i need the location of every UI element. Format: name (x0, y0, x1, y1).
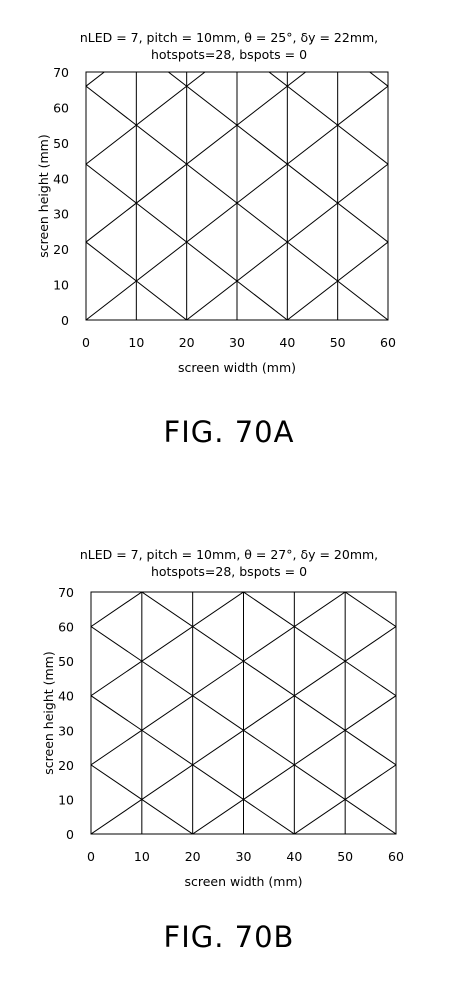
x-tick-label: 60 (380, 335, 396, 350)
diagonal-ray (86, 0, 388, 8)
y-tick-label: 40 (58, 689, 74, 704)
y-axis-label: screen height (mm) (41, 651, 56, 774)
y-tick-label: 10 (58, 792, 74, 807)
plot-svg: 0 10 20 30 40 50 60 0 10 20 30 40 50 60 70 screen width… (0, 520, 458, 988)
diagonal-ray (91, 972, 396, 988)
y-tick-label: 50 (58, 654, 74, 669)
x-tick-label: 30 (229, 335, 245, 350)
figure-caption: FIG. 70A (0, 415, 458, 449)
x-axis-label: screen width (mm) (178, 360, 296, 375)
y-tick-label: 70 (53, 65, 69, 80)
y-tick-label: 10 (53, 278, 69, 293)
x-axis-label: screen width (mm) (184, 874, 302, 889)
x-tick-label: 50 (330, 335, 346, 350)
y-axis-label: screen height (mm) (36, 134, 51, 257)
y-tick-label: 20 (53, 242, 69, 257)
y-tick-label: 30 (53, 207, 69, 222)
x-tick-label: 60 (388, 849, 404, 864)
y-tick-label: 40 (53, 171, 69, 186)
chart-panel-a: nLED = 7, pitch = 10mm, θ = 25°, δy = 22… (0, 0, 458, 494)
y-tick-label: 60 (53, 100, 69, 115)
x-tick-label: 0 (87, 849, 95, 864)
x-tick-label: 40 (279, 335, 295, 350)
y-tick-label: 60 (58, 620, 74, 635)
x-tick-label: 10 (128, 335, 144, 350)
y-tick-label: 30 (58, 723, 74, 738)
y-tick-label: 20 (58, 758, 74, 773)
diagonal-ray (86, 0, 388, 8)
diagonal-ray (91, 972, 396, 988)
figure-caption: FIG. 70B (0, 920, 458, 954)
x-tick-label: 10 (134, 849, 150, 864)
y-tick-label: 50 (53, 136, 69, 151)
y-tick-label: 0 (66, 827, 74, 842)
y-tick-label: 70 (58, 585, 74, 600)
x-tick-label: 50 (337, 849, 353, 864)
chart-panel-b: nLED = 7, pitch = 10mm, θ = 27°, δy = 20… (0, 520, 458, 988)
x-tick-label: 20 (185, 849, 201, 864)
y-tick-label: 0 (61, 313, 69, 328)
x-tick-label: 20 (179, 335, 195, 350)
x-tick-label: 0 (82, 335, 90, 350)
x-tick-label: 40 (286, 849, 302, 864)
x-tick-label: 30 (236, 849, 252, 864)
